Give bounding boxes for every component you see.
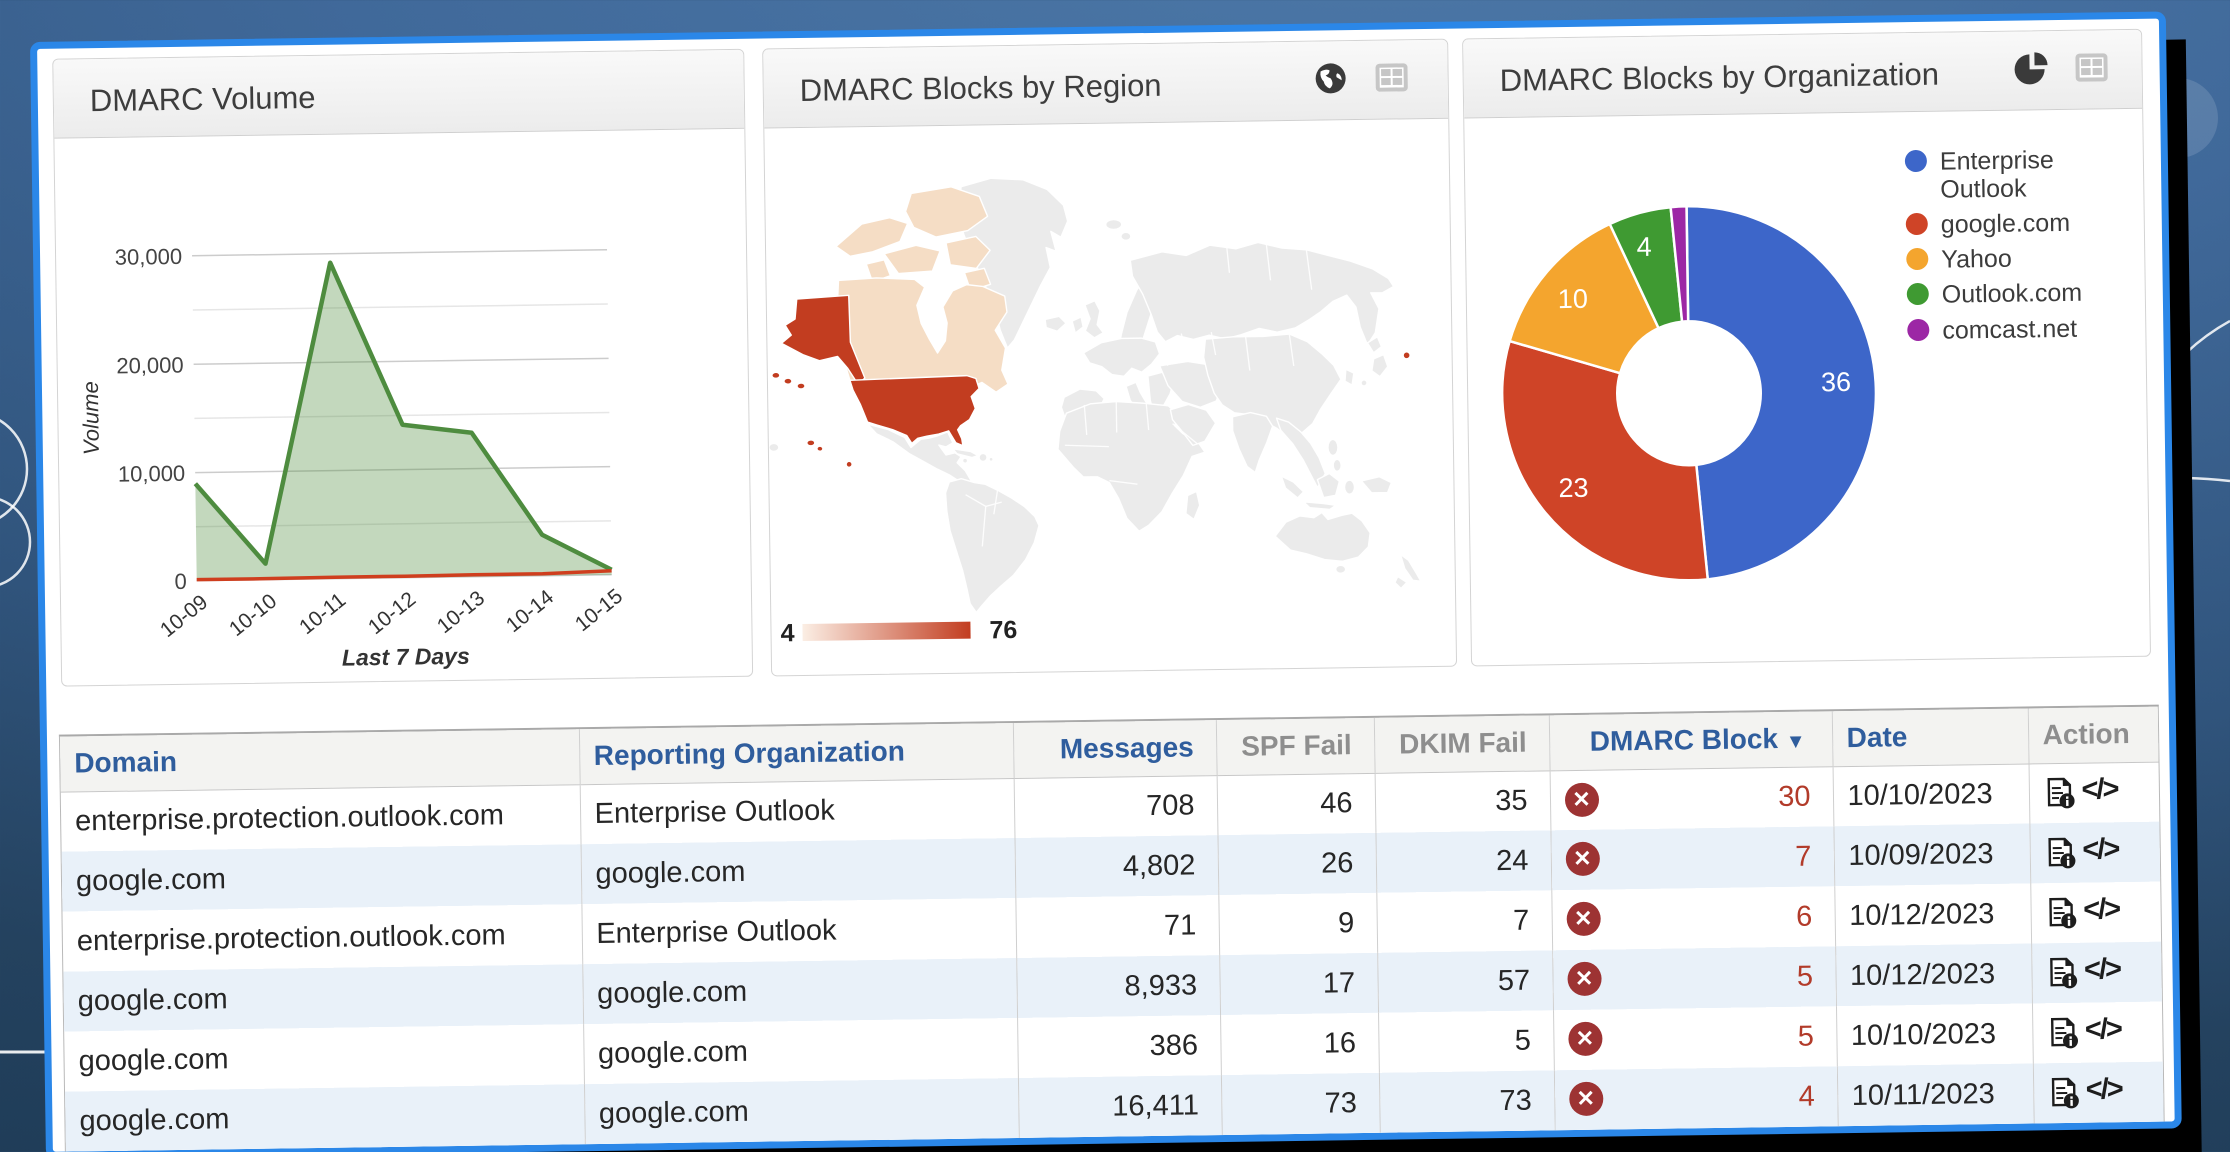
svg-text:0: 0: [174, 569, 187, 594]
svg-text:10-10: 10-10: [225, 589, 281, 641]
svg-text:comcast.net: comcast.net: [1942, 315, 2077, 345]
svg-text:Enterprise: Enterprise: [1940, 146, 2054, 176]
svg-text:23: 23: [1558, 473, 1588, 503]
svg-text:30,000: 30,000: [115, 244, 183, 270]
svg-text:Yahoo: Yahoo: [1941, 245, 2012, 274]
svg-text:10-11: 10-11: [295, 588, 350, 639]
svg-text:10: 10: [1558, 284, 1588, 314]
svg-text:76: 76: [989, 616, 1017, 644]
svg-text:20,000: 20,000: [116, 352, 184, 378]
svg-text:google.com: google.com: [1941, 209, 2071, 239]
svg-text:10-14: 10-14: [502, 585, 559, 637]
svg-text:4: 4: [780, 619, 794, 647]
svg-text:Outlook: Outlook: [1940, 174, 2027, 203]
svg-text:10-09: 10-09: [156, 590, 212, 642]
svg-text:Last 7 Days: Last 7 Days: [342, 643, 470, 671]
svg-text:Volume: Volume: [78, 381, 104, 455]
svg-text:10,000: 10,000: [118, 461, 186, 487]
svg-text:10-13: 10-13: [433, 587, 489, 639]
svg-text:10-15: 10-15: [571, 585, 627, 637]
svg-text:10-12: 10-12: [364, 587, 420, 639]
svg-text:4: 4: [1636, 232, 1651, 262]
svg-text:Outlook.com: Outlook.com: [1942, 279, 2083, 309]
svg-text:36: 36: [1821, 367, 1851, 397]
